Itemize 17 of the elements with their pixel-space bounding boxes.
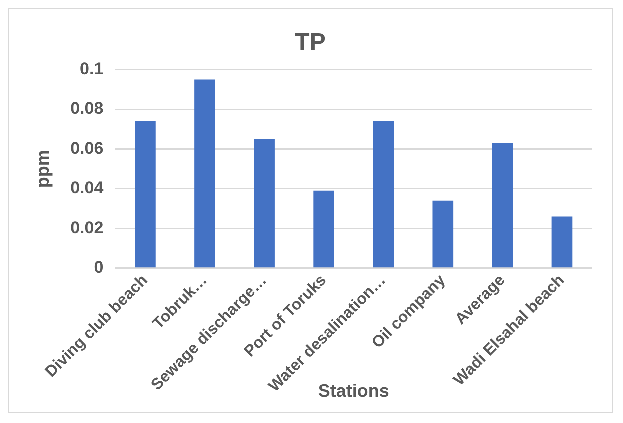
- y-tick-label: 0.04: [70, 178, 104, 198]
- bar: [492, 143, 514, 268]
- bar: [314, 190, 334, 268]
- y-axis-title: ppm: [32, 150, 53, 188]
- x-axis-title: Stations: [318, 381, 390, 402]
- chart-title: TP: [295, 29, 326, 56]
- bar: [373, 121, 394, 268]
- bar: [194, 80, 216, 268]
- y-tick-label: 0.08: [70, 99, 104, 118]
- y-tick-label: 0.02: [70, 218, 104, 238]
- bar: [135, 121, 156, 268]
- bar: [254, 139, 275, 268]
- y-tick-label: 0.1: [80, 59, 104, 78]
- bar: [432, 200, 454, 268]
- y-tick-label: 0: [94, 258, 104, 278]
- bar: [552, 216, 573, 268]
- y-tick-label: 0.06: [70, 138, 104, 158]
